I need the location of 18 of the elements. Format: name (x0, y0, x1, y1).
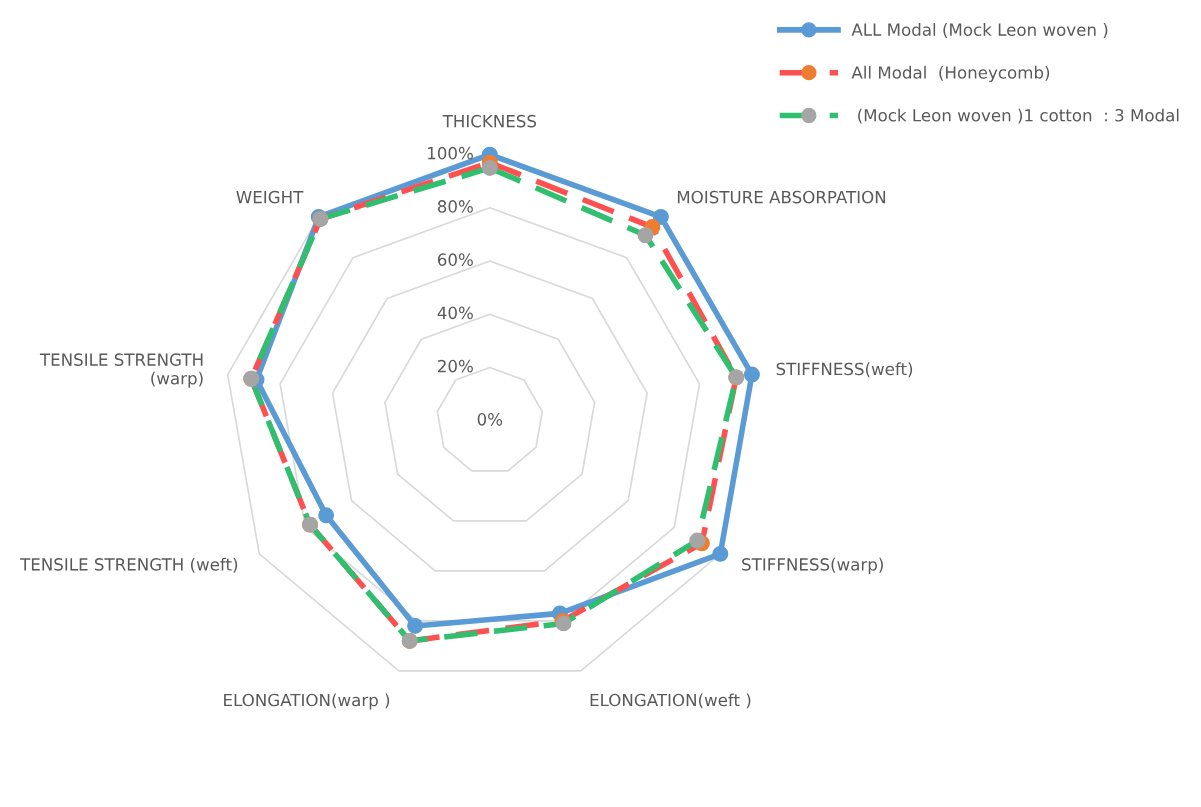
spoke-label: TENSILE STRENGTH (warp) (39, 353, 203, 388)
y-tick-label: 80% (437, 200, 473, 213)
y-tick-label: 40% (437, 306, 473, 320)
spoke-label: TENSILE STRENGTH (weft) (20, 557, 238, 573)
y-tick-label: 0% (477, 413, 503, 426)
legend-label: ALL Modal (Mock Leon woven ) (851, 23, 1108, 38)
y-tick-label: 60% (437, 253, 473, 266)
spoke-label: WEIGHT (236, 190, 304, 204)
y-tick-label: 100% (428, 146, 473, 160)
spoke-label: ELONGATION(warp ) (224, 693, 390, 710)
spoke-label: ELONGATION(weft ) (590, 693, 751, 709)
spoke-label: STIFFNESS(weft) (776, 362, 913, 378)
spoke-label: THICKNESS (442, 114, 537, 128)
legend-label: (Mock Leon woven )1 cotton : 3 Modal (858, 108, 1179, 124)
legend-label: All Modal (Honeycomb) (851, 65, 1050, 82)
spoke-label: MOISTURE ABSORPATION (677, 190, 886, 204)
spoke-label: STIFFNESS(warp) (742, 557, 883, 574)
y-tick-label: 20% (438, 359, 473, 373)
